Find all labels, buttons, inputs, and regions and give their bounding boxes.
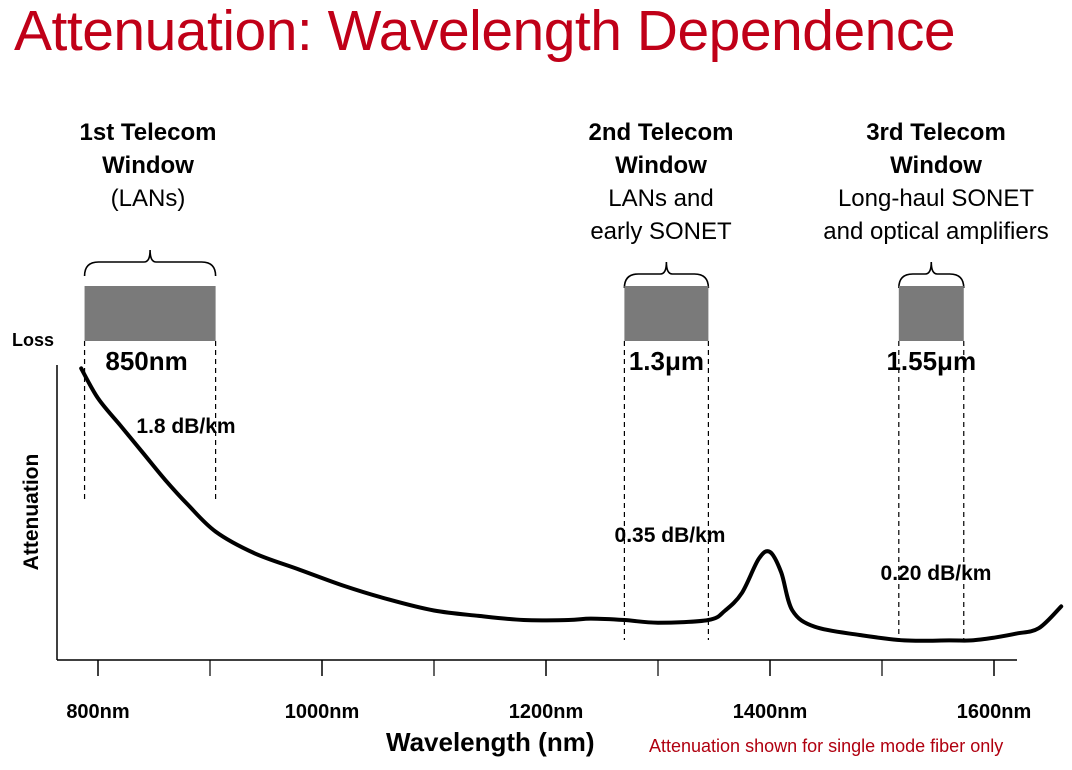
x-tick-label: 1600nm xyxy=(957,701,1032,723)
window-1-loss-label: 1.8 dB/km xyxy=(136,415,235,438)
window-2-heading: 2nd Telecom xyxy=(588,119,734,146)
window-1-heading: 1st Telecom xyxy=(79,119,217,146)
window-1-description: (LANs) xyxy=(110,185,186,212)
window-2-description-2: early SONET xyxy=(590,218,732,245)
window-3-band xyxy=(898,286,964,341)
slide-title: Attenuation: Wavelength Dependence xyxy=(14,0,956,63)
window-2-center-label: 1.3μm xyxy=(629,346,704,376)
attenuation-curve xyxy=(79,366,1064,643)
window-3-loss-label: 0.20 dB/km xyxy=(881,562,992,585)
window-1-heading-2: Window xyxy=(102,152,194,179)
window-2-caption: 2nd Telecom Window LANs and early SONET xyxy=(589,116,734,248)
window-2-heading-2: Window xyxy=(615,152,707,179)
window-3-caption: 3rd Telecom Window Long-haul SONET and o… xyxy=(823,116,1048,248)
window-3-description: Long-haul SONET xyxy=(837,185,1035,212)
window-1-center-label: 850nm xyxy=(105,346,187,376)
window-3-heading-2: Window xyxy=(890,152,982,179)
window-2-loss-label: 0.35 dB/km xyxy=(615,524,726,547)
window-2-description: LANs and xyxy=(608,185,714,212)
x-tick-label: 1200nm xyxy=(509,701,584,723)
footnote: Attenuation shown for single mode fiber … xyxy=(649,736,1004,756)
window-3-brace xyxy=(898,261,965,289)
x-tick-label: 1000nm xyxy=(285,701,360,723)
window-3-description-2: and optical amplifiers xyxy=(823,218,1049,245)
window-3-center-label: 1.55μm xyxy=(886,346,976,376)
x-axis-title: Wavelength (nm) xyxy=(386,727,595,757)
x-tick-label: 1400nm xyxy=(733,701,808,723)
window-2-band xyxy=(624,286,709,341)
x-tick-label: 800nm xyxy=(66,701,129,723)
window-1-caption: 1st Telecom Window (LANs) xyxy=(80,116,217,215)
y-top-label: Loss xyxy=(12,330,55,350)
window-3-heading: 3rd Telecom xyxy=(866,119,1006,146)
window-1-band xyxy=(84,286,216,341)
window-2-brace xyxy=(623,261,710,289)
window-1-brace xyxy=(83,249,217,277)
